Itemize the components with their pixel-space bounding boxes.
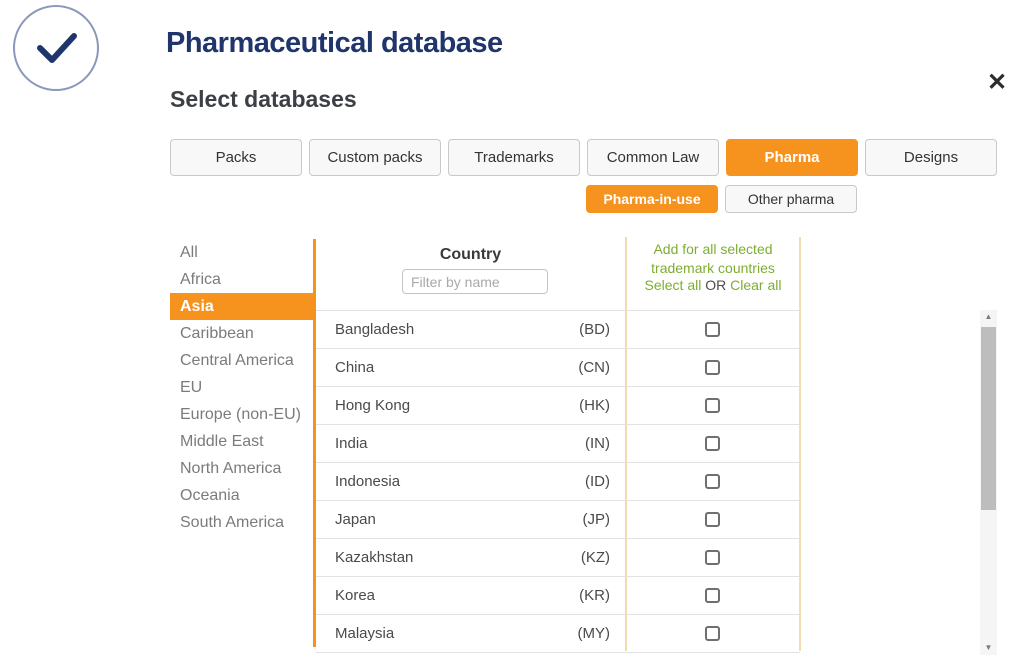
table-row: Hong Kong (HK) [316,387,800,425]
row-checkbox[interactable] [705,322,720,337]
region-item-africa[interactable]: Africa [180,271,221,288]
table-scrollbar[interactable]: ▲ ▼ [980,310,997,655]
row-checkbox[interactable] [705,360,720,375]
or-label: OR [705,277,727,293]
region-item-middle-east[interactable]: Middle East [180,433,264,450]
table-row: Bangladesh (BD) [316,311,800,349]
select-all-link[interactable]: Select all [644,277,702,293]
bulk-select-controls: Select all OR Clear all [625,277,801,293]
row-checkbox[interactable] [705,474,720,489]
country-name: Japan [335,511,376,528]
country-code: (KR) [579,587,610,604]
checkbox-column-guide-left [625,237,627,651]
country-table: Bangladesh (BD) China (CN) Hong Kong (HK… [316,310,800,653]
add-all-header-line2: trademark countries [651,260,775,276]
region-list: All Africa Asia Caribbean Central Americ… [170,239,316,536]
database-tabs: Packs Custom packs Trademarks Common Law… [170,139,997,176]
table-row: Kazakhstan (KZ) [316,539,800,577]
scrollbar-up-icon[interactable]: ▲ [984,312,993,321]
region-item-oceania[interactable]: Oceania [180,487,240,504]
tab-packs[interactable]: Packs [170,139,302,176]
scrollbar-thumb[interactable] [981,327,996,510]
region-item-north-america[interactable]: North America [180,460,282,477]
country-name: Hong Kong [335,397,411,414]
pharma-subtabs: Pharma-in-use Other pharma [586,185,857,213]
sidebar-divider [313,239,316,647]
tab-pharma-in-use[interactable]: Pharma-in-use [586,185,718,213]
region-item-europe-non-eu[interactable]: Europe (non-EU) [180,406,301,423]
check-circle-logo-icon [12,4,100,92]
country-code: (HK) [579,397,610,414]
table-row: China (CN) [316,349,800,387]
tab-other-pharma[interactable]: Other pharma [725,185,857,213]
country-name: China [335,359,375,376]
country-code: (MY) [577,625,611,642]
region-item-south-america[interactable]: South America [180,514,285,531]
add-all-column-header: Add for all selected trademark countries [625,240,801,278]
page-title: Pharmaceutical database [166,27,503,59]
country-name: Korea [335,587,376,604]
country-name: Malaysia [335,625,395,642]
country-code: (IN) [585,435,610,452]
region-item-all[interactable]: All [180,244,198,261]
row-checkbox[interactable] [705,436,720,451]
table-row: India (IN) [316,425,800,463]
clear-all-link[interactable]: Clear all [730,277,782,293]
scrollbar-down-icon[interactable]: ▼ [984,643,993,652]
country-code: (BD) [579,321,610,338]
add-all-header-line1: Add for all selected [653,241,773,257]
row-checkbox[interactable] [705,512,720,527]
row-checkbox[interactable] [705,550,720,565]
country-code: (ID) [585,473,610,490]
country-code: (JP) [582,511,611,528]
close-icon[interactable]: ✕ [982,68,1012,98]
tab-custom-packs[interactable]: Custom packs [309,139,441,176]
country-name: Indonesia [335,473,401,490]
dialog-heading: Select databases [170,86,357,112]
checkbox-column-guide-right [799,237,801,651]
tab-designs[interactable]: Designs [865,139,997,176]
table-row: Japan (JP) [316,501,800,539]
country-name: Kazakhstan [335,549,414,566]
table-row: Indonesia (ID) [316,463,800,501]
region-item-central-america[interactable]: Central America [180,352,294,369]
table-row: Korea (KR) [316,577,800,615]
region-item-caribbean[interactable]: Caribbean [180,325,254,342]
country-name: India [335,435,368,452]
tab-common-law[interactable]: Common Law [587,139,719,176]
country-column-header: Country [439,246,502,263]
country-code: (CN) [578,359,610,376]
region-item-asia[interactable]: Asia [170,293,316,320]
row-checkbox[interactable] [705,588,720,603]
country-name: Bangladesh [335,321,415,338]
country-code: (KZ) [580,549,610,566]
region-item-eu[interactable]: EU [180,379,203,396]
country-filter-input[interactable] [402,269,548,294]
row-checkbox[interactable] [705,398,720,413]
table-row: Malaysia (MY) [316,615,800,653]
tab-pharma[interactable]: Pharma [726,139,858,176]
tab-trademarks[interactable]: Trademarks [448,139,580,176]
row-checkbox[interactable] [705,626,720,641]
